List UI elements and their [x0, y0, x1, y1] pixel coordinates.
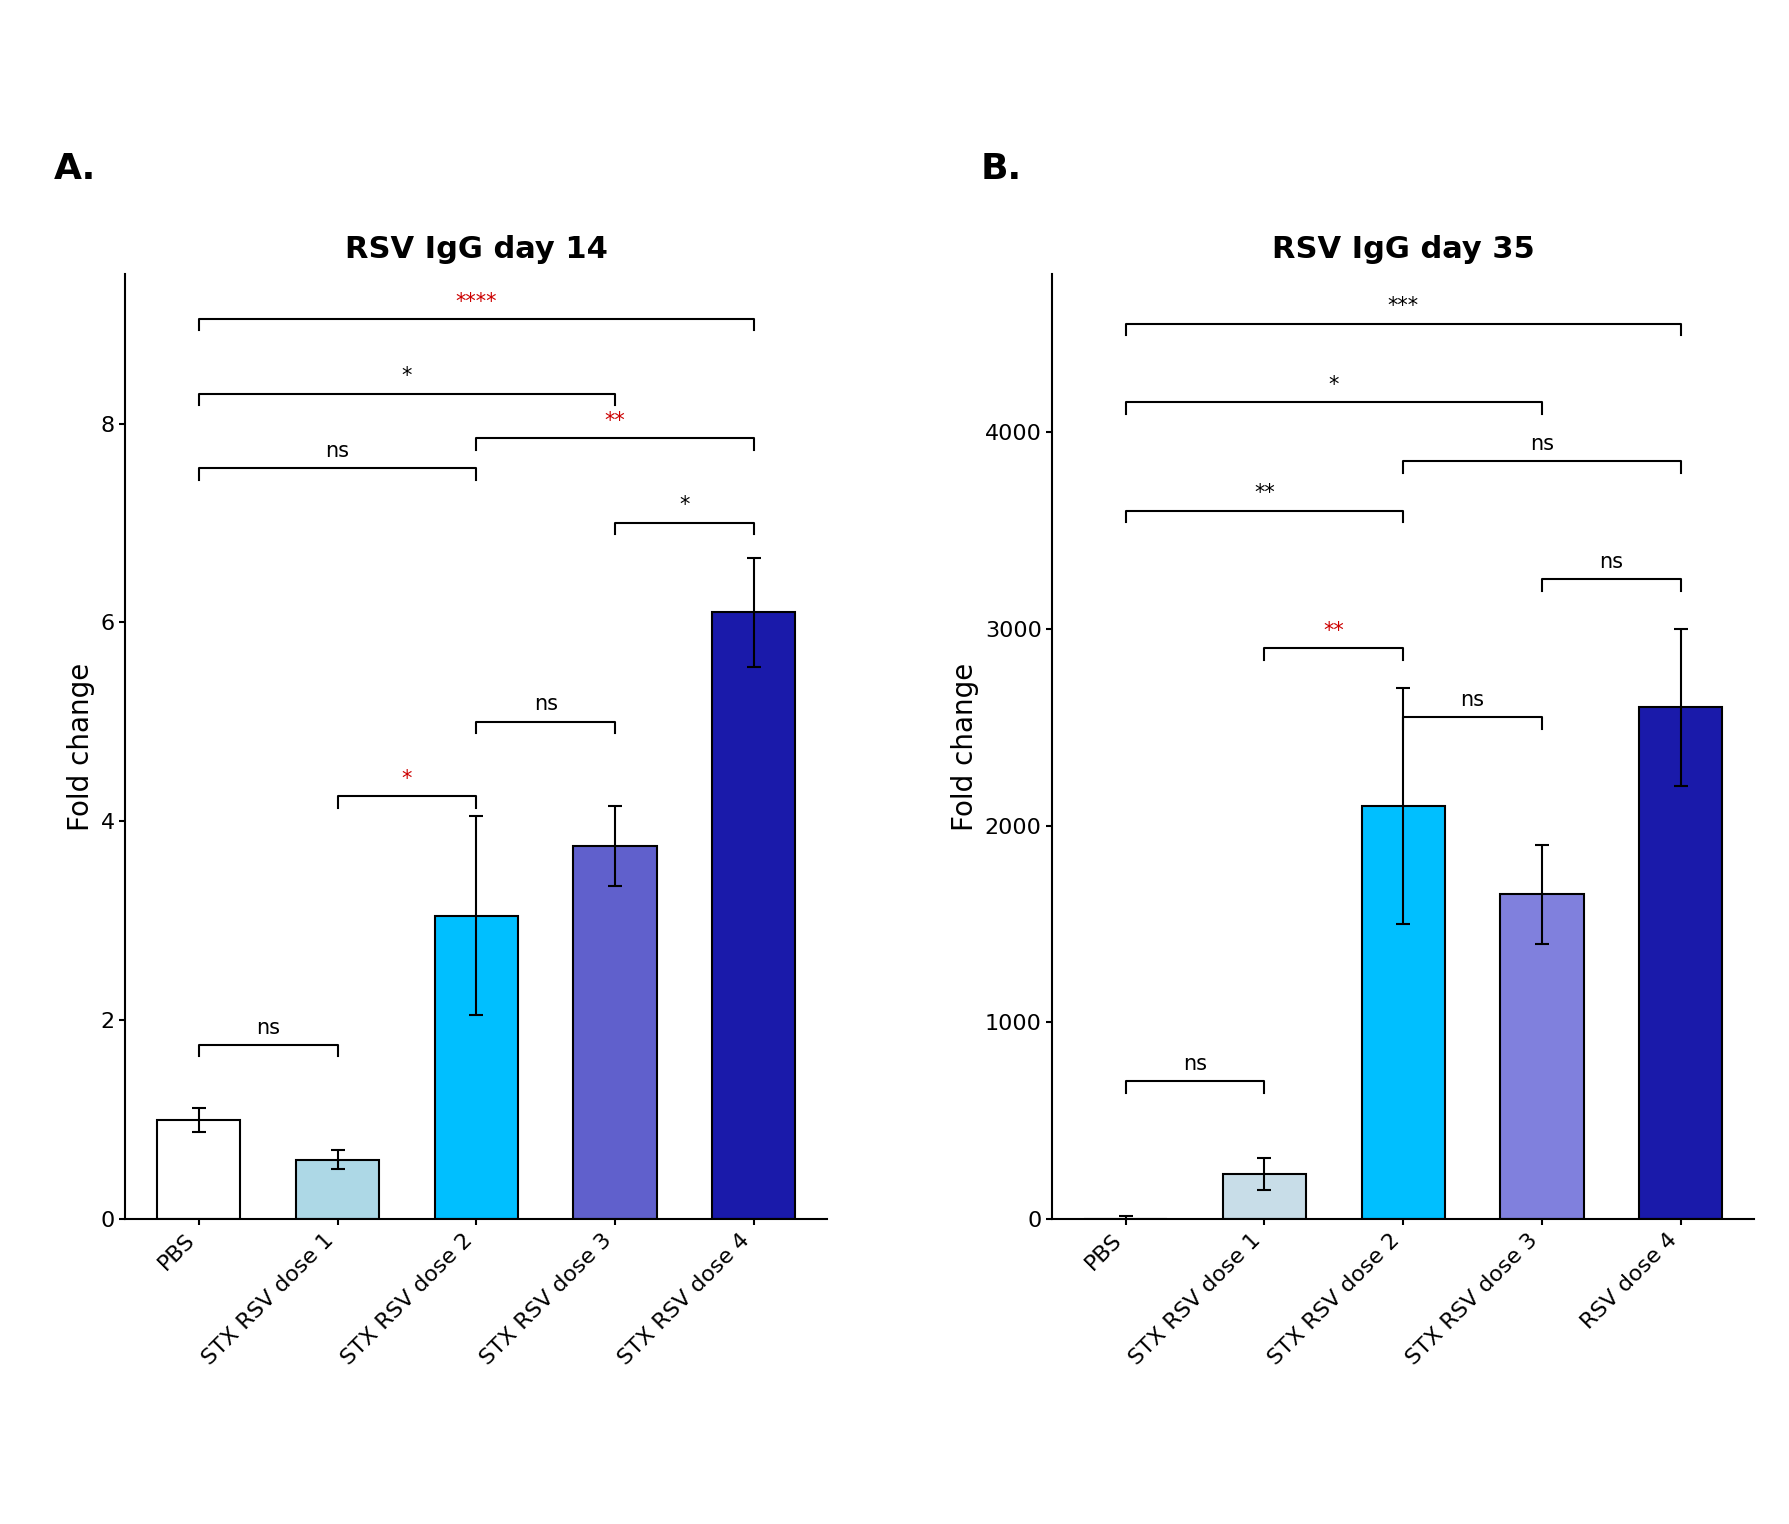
Text: **: ** — [1322, 620, 1344, 640]
Text: B.: B. — [980, 152, 1022, 186]
Text: *: * — [401, 366, 411, 386]
Title: RSV IgG day 14: RSV IgG day 14 — [345, 235, 608, 264]
Text: ns: ns — [1183, 1053, 1206, 1074]
Y-axis label: Fold change: Fold change — [950, 663, 979, 831]
Text: ns: ns — [1460, 690, 1483, 710]
Text: ****: **** — [456, 291, 497, 311]
Text: ns: ns — [1530, 434, 1553, 454]
Bar — [572, 846, 657, 1219]
Y-axis label: Fold change: Fold change — [66, 663, 95, 831]
Text: ns: ns — [533, 695, 558, 715]
Text: **: ** — [1254, 483, 1274, 503]
Bar — [157, 1120, 240, 1219]
Text: ***: *** — [1386, 296, 1419, 315]
Text: *: * — [1327, 375, 1338, 395]
Text: *: * — [678, 495, 689, 515]
Bar — [435, 916, 517, 1219]
Text: *: * — [401, 770, 411, 789]
Text: ns: ns — [256, 1018, 281, 1038]
Bar — [295, 1160, 379, 1219]
Title: RSV IgG day 35: RSV IgG day 35 — [1270, 235, 1533, 264]
Text: ns: ns — [326, 440, 349, 460]
Text: ns: ns — [1598, 552, 1623, 572]
Text: A.: A. — [54, 152, 97, 186]
Bar — [1222, 1173, 1306, 1219]
Bar — [1499, 895, 1583, 1219]
Bar — [1639, 707, 1721, 1219]
Bar — [1361, 806, 1444, 1219]
Bar — [712, 613, 794, 1219]
Text: **: ** — [605, 411, 624, 431]
